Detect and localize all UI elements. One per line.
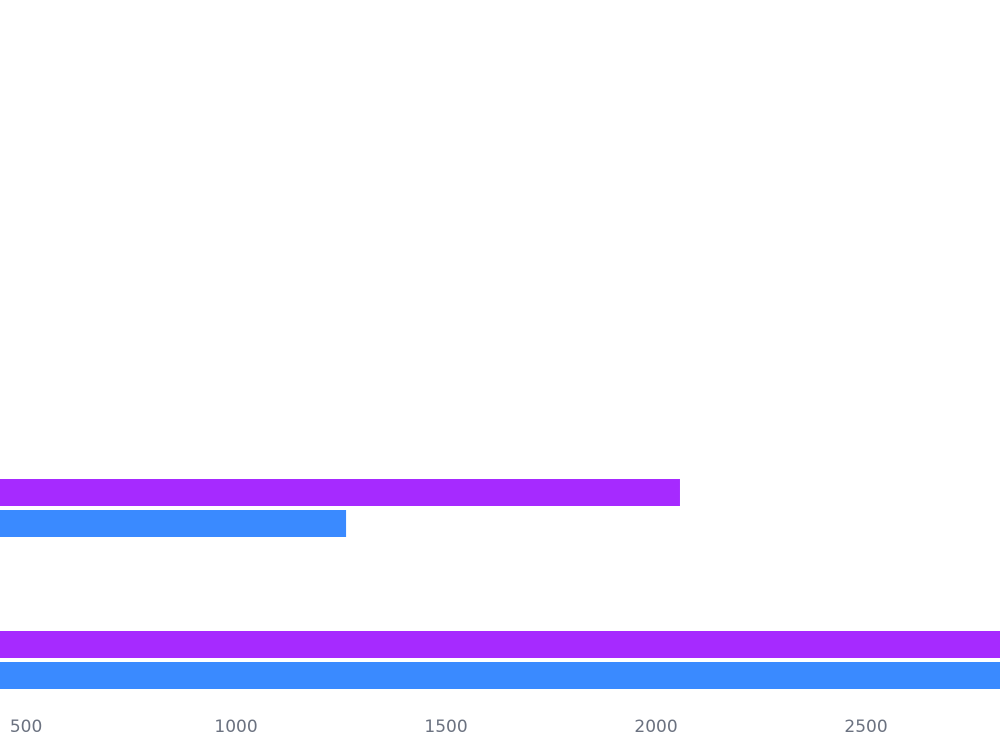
bar [0,510,347,537]
x-tick-label: 2000 [634,717,677,737]
x-tick-label: 1500 [424,717,467,737]
x-tick-label: 2500 [844,717,887,737]
x-tick-label: 1000 [214,717,257,737]
bar [0,479,680,506]
bar [0,662,1000,689]
bar [0,631,1000,658]
x-tick-label: 500 [10,717,42,737]
